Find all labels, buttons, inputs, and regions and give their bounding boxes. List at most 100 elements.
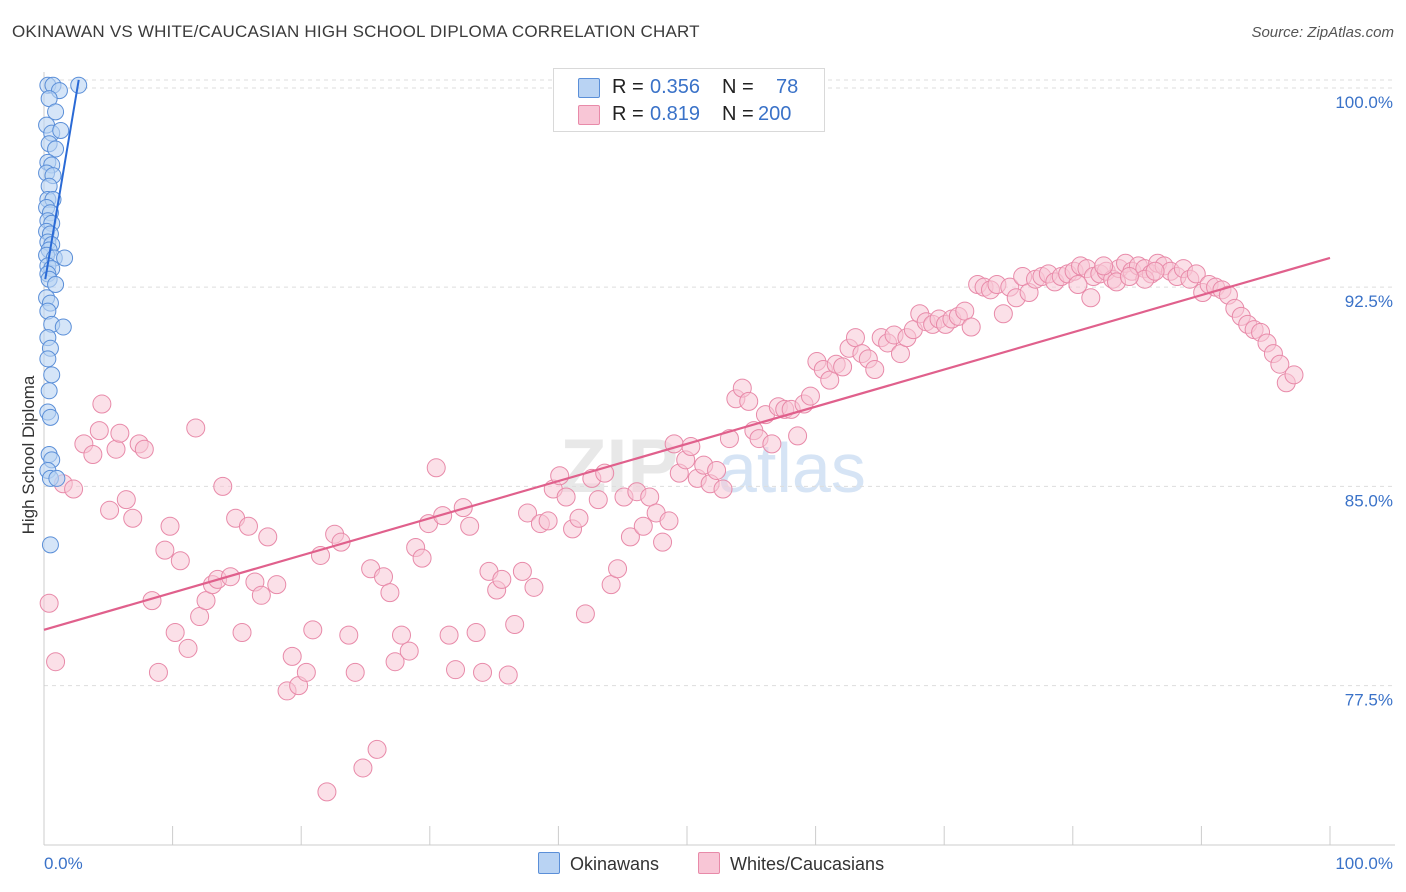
white-caucasian-point [213,476,233,496]
y-tick-label: 100.0% [1335,93,1393,112]
okinawan-point [54,318,72,336]
white-caucasian-point [426,458,446,478]
white-caucasian-point [653,532,673,552]
white-caucasian-points [39,253,1304,802]
white-caucasian-point [820,370,840,390]
legend-item-whites[interactable]: Whites/Caucasians [698,852,884,875]
white-caucasian-point [303,620,323,640]
white-caucasian-point [64,479,84,499]
y-tick-label: 77.5% [1345,691,1393,710]
white-caucasian-point [251,585,271,605]
okinawan-point [47,140,65,158]
white-caucasian-point [466,622,486,642]
white-caucasian-point [439,625,459,645]
white-caucasian-point [1081,288,1101,308]
okinawans-r-value: 0.356 [650,76,701,98]
tick-labels: 77.5% 85.0% 92.5% 100.0% 0.0% 100.0% [44,93,1393,873]
white-caucasian-point [412,548,432,568]
stats-row-whites: R = 0.819 N = 200 [554,101,822,127]
y-tick-label: 92.5% [1345,292,1393,311]
okinawans-n-value: 78 [776,76,799,98]
white-caucasian-point [148,662,168,682]
okinawan-point [56,249,74,267]
white-caucasian-point [186,418,206,438]
white-caucasian-point [788,426,808,446]
whites-r-value: 0.819 [650,103,701,125]
white-caucasian-point [659,511,679,531]
white-caucasian-point [505,615,525,635]
white-caucasian-point [92,394,112,414]
white-caucasian-point [39,593,59,613]
white-caucasian-point [575,604,595,624]
white-caucasian-point [353,758,373,778]
whites-n-value: 200 [758,103,792,125]
white-caucasian-point [116,490,136,510]
white-caucasian-point [588,490,608,510]
white-caucasian-point [518,503,538,523]
white-caucasian-point [569,508,589,528]
white-caucasian-point [498,665,518,685]
white-caucasian-point [1119,267,1139,287]
legend-item-okinawans[interactable]: Okinawans [538,852,659,875]
white-caucasian-point [845,328,865,348]
white-caucasian-point [890,344,910,364]
white-caucasian-point [89,421,109,441]
white-caucasian-point [1270,354,1290,374]
white-caucasian-point [178,638,198,658]
legend-label-okinawans: Okinawans [570,854,660,874]
white-caucasian-point [993,304,1013,324]
white-caucasian-point [83,445,103,465]
stats-row-okinawans: R = 0.356 N = 78 [554,74,822,100]
white-caucasian-point [512,561,532,581]
legend-swatch-okinawans [538,852,560,874]
white-caucasian-point [392,625,412,645]
stats-box: R = 0.356 N = 78 R = 0.819 N = 200 [553,68,825,132]
white-caucasian-point [317,782,337,802]
white-caucasian-point [134,439,154,459]
white-caucasian-point [123,508,143,528]
white-caucasian-point [524,577,544,597]
white-caucasian-point [339,625,359,645]
r-label: R = [612,76,644,98]
okinawan-point [41,536,59,554]
white-caucasian-point [258,527,278,547]
white-caucasian-point [196,591,216,611]
white-caucasian-point [170,551,190,571]
white-caucasian-point [190,607,210,627]
white-caucasian-point [601,575,621,595]
trend-lines [43,79,1331,631]
n-label: N = [722,103,754,125]
legend-label-whites: Whites/Caucasians [730,854,885,874]
white-caucasian-trend-line [43,256,1331,631]
white-caucasian-point [385,652,405,672]
white-caucasian-point [865,360,885,380]
source-label: Source: ZipAtlas.com [1251,24,1394,41]
okinawan-point [43,366,61,384]
white-caucasian-point [833,357,853,377]
white-caucasian-point [296,662,316,682]
white-caucasian-point [608,559,628,579]
chart-title: OKINAWAN VS WHITE/CAUCASIAN HIGH SCHOOL … [12,22,700,41]
white-caucasian-point [232,622,252,642]
white-caucasian-point [374,567,394,587]
y-axis-label: High School Diploma [19,375,38,534]
x-tick-label-max: 100.0% [1335,854,1393,873]
okinawans-swatch [578,78,600,98]
white-caucasian-point [1094,256,1114,276]
white-caucasian-point [1186,264,1206,284]
white-caucasian-point [1145,261,1165,281]
y-tick-label: 85.0% [1345,491,1393,510]
okinawan-point [39,350,57,368]
white-caucasian-point [492,569,512,589]
white-caucasian-point [46,652,66,672]
okinawan-point [47,276,65,294]
okinawan-points [38,76,88,554]
white-caucasian-point [556,487,576,507]
white-caucasian-point [380,583,400,603]
okinawan-point [48,469,66,487]
okinawan-point [40,382,58,400]
white-caucasian-point [707,460,727,480]
whites-swatch [578,105,600,125]
okinawan-point [41,408,59,426]
white-caucasian-point [719,429,739,449]
